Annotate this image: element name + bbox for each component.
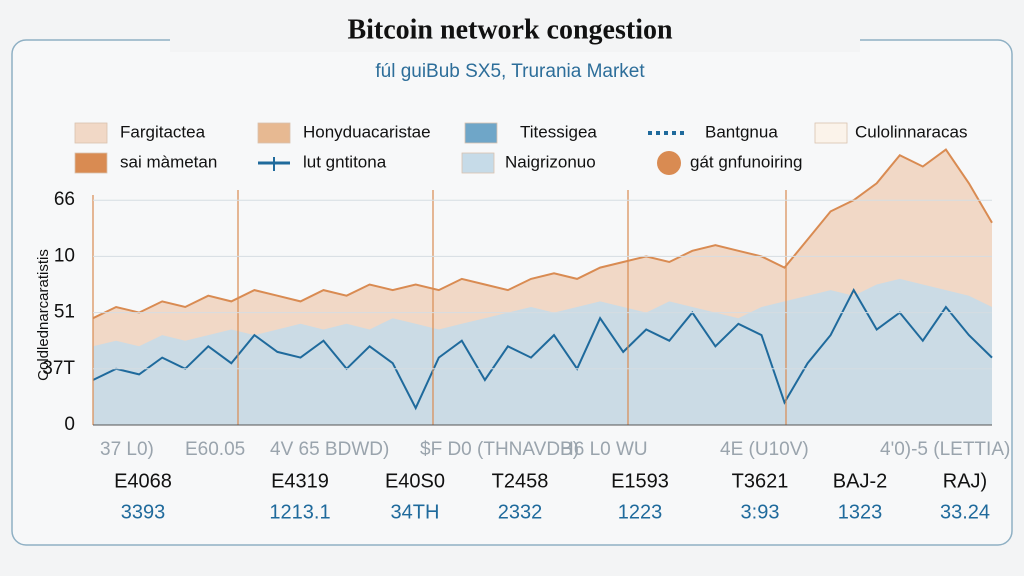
legend-swatch [461,152,495,174]
legend-label: gát gnfunoiring [690,152,802,171]
y-axis-label: Coldlednarcaratistis [35,249,52,381]
x-tick-label: H6 L0 WU [560,439,648,460]
legend-label: Honyduacaristae [303,122,431,141]
legend-swatch [657,151,681,175]
x-tick-label: 4'0)-5 (LETTIA) [880,439,1010,460]
legend-label: Bantgnua [705,122,778,141]
x-tick-label: 37 L0) [100,439,154,460]
title-backdrop [170,10,860,52]
legend-swatch [74,122,108,144]
legend-label: Culolinnaracas [855,122,967,141]
legend-label: Fargitactea [120,122,206,141]
area [93,278,992,425]
legend-swatch [74,152,108,174]
table-value: 33.24 [940,501,990,523]
table-value: 3393 [121,501,166,523]
table-code: RAJ) [943,470,987,492]
line [92,148,993,320]
x-tick-label: 4E (U10V) [720,439,809,460]
chart-title: Bitcoin network congestion [347,14,673,45]
table-value: 3:93 [741,501,780,523]
table-value: 1213.1 [269,501,330,523]
legend-swatch [257,122,291,144]
table-value: 34TH [391,501,440,523]
table-code: E1593 [611,470,669,492]
legend-swatch [464,122,498,144]
table-value: 2332 [498,501,543,523]
x-tick-label: E60.05 [185,439,245,460]
chart-subtitle: fúl guiBub SX5, Trurania Market [375,61,645,82]
table-value: 1323 [838,501,883,523]
legend-label: Titessigea [520,122,597,141]
x-tick-label: 4V 65 BDWD) [270,439,389,460]
y-tick-label: 37T [42,358,75,379]
table-code: E40S0 [385,470,445,492]
legend-label: sai màmetan [120,152,217,171]
x-tick-label: $F D0 (THNAVDB) [420,439,579,460]
table-code: T2458 [492,470,549,492]
legend-swatch [814,122,848,144]
legend-label: lut gntitona [303,152,387,171]
table-value: 1223 [618,501,663,523]
table-code: T3621 [732,470,789,492]
table-code: BAJ-2 [833,470,887,492]
table-code: E4319 [271,470,329,492]
y-tick-label: 0 [64,414,75,435]
y-tick-label: 51 [54,302,75,323]
legend-label: Naigrizonuo [505,152,596,171]
table-code: E4068 [114,470,172,492]
y-tick-label: 10 [54,245,75,266]
y-tick-label: 66 [54,189,75,210]
